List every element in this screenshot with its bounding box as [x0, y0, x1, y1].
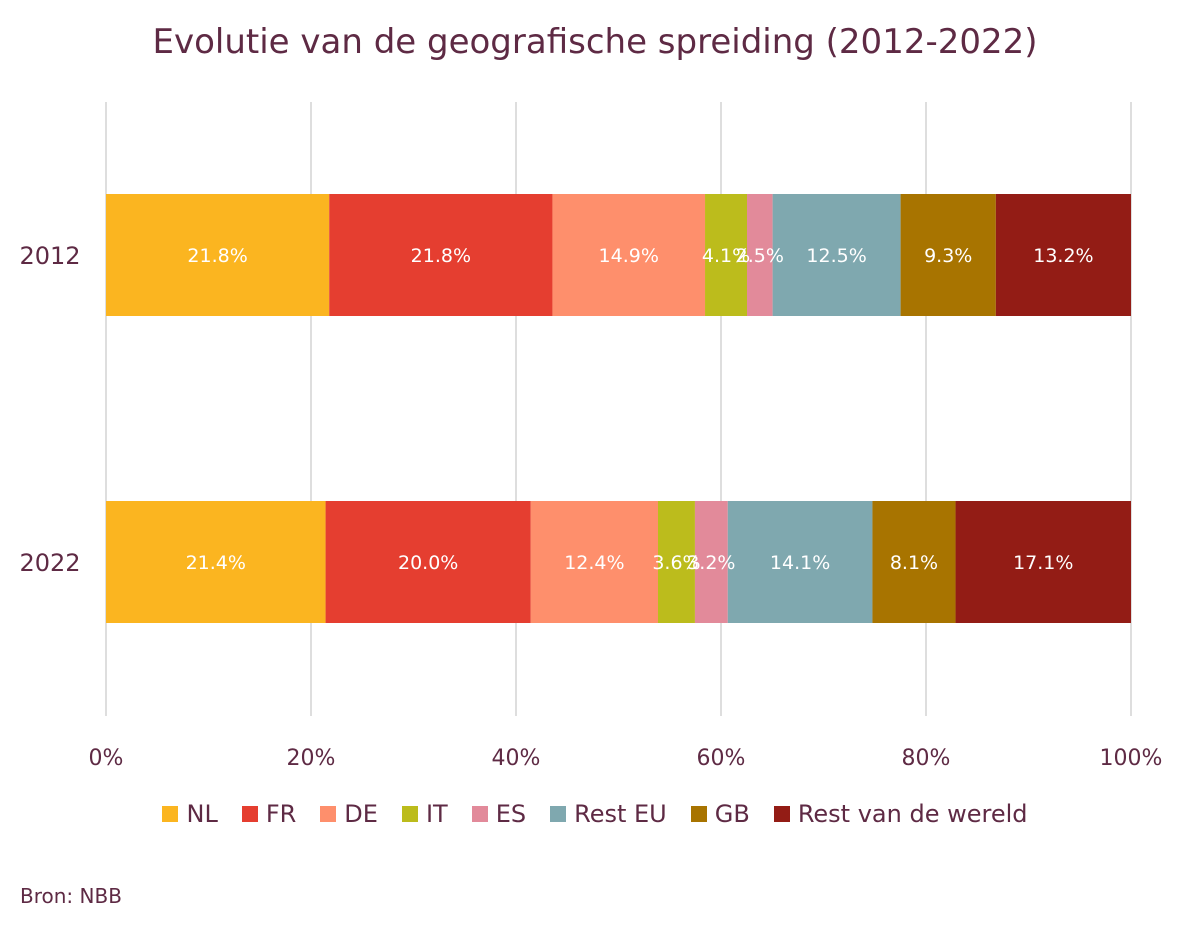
data-label: 14.9% — [599, 245, 659, 267]
bar-segment — [694, 501, 728, 623]
bar-segment — [727, 501, 873, 623]
legend-label: DE — [344, 800, 378, 828]
y-axis-labels: 2012 2022 — [19, 242, 80, 577]
data-label: 4.1% — [702, 245, 750, 267]
bar-labels: 21.8% 21.8% 14.9% 4.1%2.5% 12.5% 9.3% 13.2% 21.… — [186, 245, 1094, 574]
data-label: 9.3% — [924, 245, 972, 267]
bar-segment — [552, 194, 706, 316]
bar-segment — [329, 194, 553, 316]
bar-segment — [772, 194, 901, 316]
legend-item: GB — [690, 800, 750, 828]
bar-segment — [106, 501, 326, 623]
data-label: 21.8% — [411, 245, 471, 267]
legend-swatch — [773, 806, 790, 822]
bar-segment — [325, 501, 531, 623]
legend-label: Rest EU — [574, 800, 667, 828]
x-tick-label: 60% — [697, 746, 746, 771]
bar-segment — [106, 194, 330, 316]
bars — [106, 194, 1131, 623]
legend-label: Rest van de wereld — [797, 800, 1028, 828]
legend-label: GB — [714, 800, 750, 828]
legend-swatch — [162, 806, 179, 822]
data-label: 3.6% — [652, 552, 700, 574]
legend-swatch — [550, 806, 567, 822]
y-category-label: 2022 — [19, 549, 80, 577]
legend-swatch — [241, 806, 258, 822]
data-label: 21.4% — [186, 552, 246, 574]
legend-item: DE — [320, 800, 378, 828]
data-label: 2.5% — [736, 245, 784, 267]
legend: NL FR DE IT ES Rest EU GB Rest van de wereld — [0, 800, 1190, 828]
legend-item: Rest van de wereld — [773, 800, 1028, 828]
legend-label: FR — [265, 800, 297, 828]
legend-label: IT — [425, 800, 448, 828]
legend-swatch — [471, 806, 488, 822]
legend-item: FR — [241, 800, 297, 828]
legend-item: IT — [401, 800, 448, 828]
bar-segment — [747, 194, 773, 316]
legend-label: NL — [186, 800, 218, 828]
legend-item: ES — [471, 800, 527, 828]
data-label: 12.4% — [564, 552, 624, 574]
y-category-label: 2012 — [19, 242, 80, 270]
legend-swatch — [690, 806, 707, 822]
data-label: 17.1% — [1013, 552, 1073, 574]
bar-segment — [955, 501, 1131, 623]
bar-segment — [658, 501, 695, 623]
bar-segment — [900, 194, 996, 316]
data-label: 12.5% — [806, 245, 866, 267]
bar-segment — [530, 501, 659, 623]
x-tick-label: 100% — [1100, 746, 1163, 771]
data-label: 20.0% — [398, 552, 458, 574]
data-label: 21.8% — [187, 245, 247, 267]
x-tick-label: 80% — [902, 746, 951, 771]
legend-label: ES — [495, 800, 527, 828]
legend-item: Rest EU — [550, 800, 667, 828]
data-label: 13.2% — [1033, 245, 1093, 267]
legend-swatch — [320, 806, 337, 822]
legend-item: NL — [162, 800, 218, 828]
bar-segment — [995, 194, 1131, 316]
source-note: Bron: NBB — [20, 884, 122, 908]
data-label: 8.1% — [890, 552, 938, 574]
bar-segment — [872, 501, 956, 623]
data-label: 14.1% — [770, 552, 830, 574]
x-tick-label: 20% — [287, 746, 336, 771]
bar-segment — [705, 194, 748, 316]
legend-swatch — [401, 806, 418, 822]
x-tick-label: 40% — [492, 746, 541, 771]
data-label: 3.2% — [687, 552, 735, 574]
chart-title: Evolutie van de geografische spreiding (… — [152, 22, 1038, 62]
x-tick-label: 0% — [89, 746, 124, 771]
x-axis-labels: 0% 20% 40% 60% 80% 100% — [89, 746, 1163, 771]
